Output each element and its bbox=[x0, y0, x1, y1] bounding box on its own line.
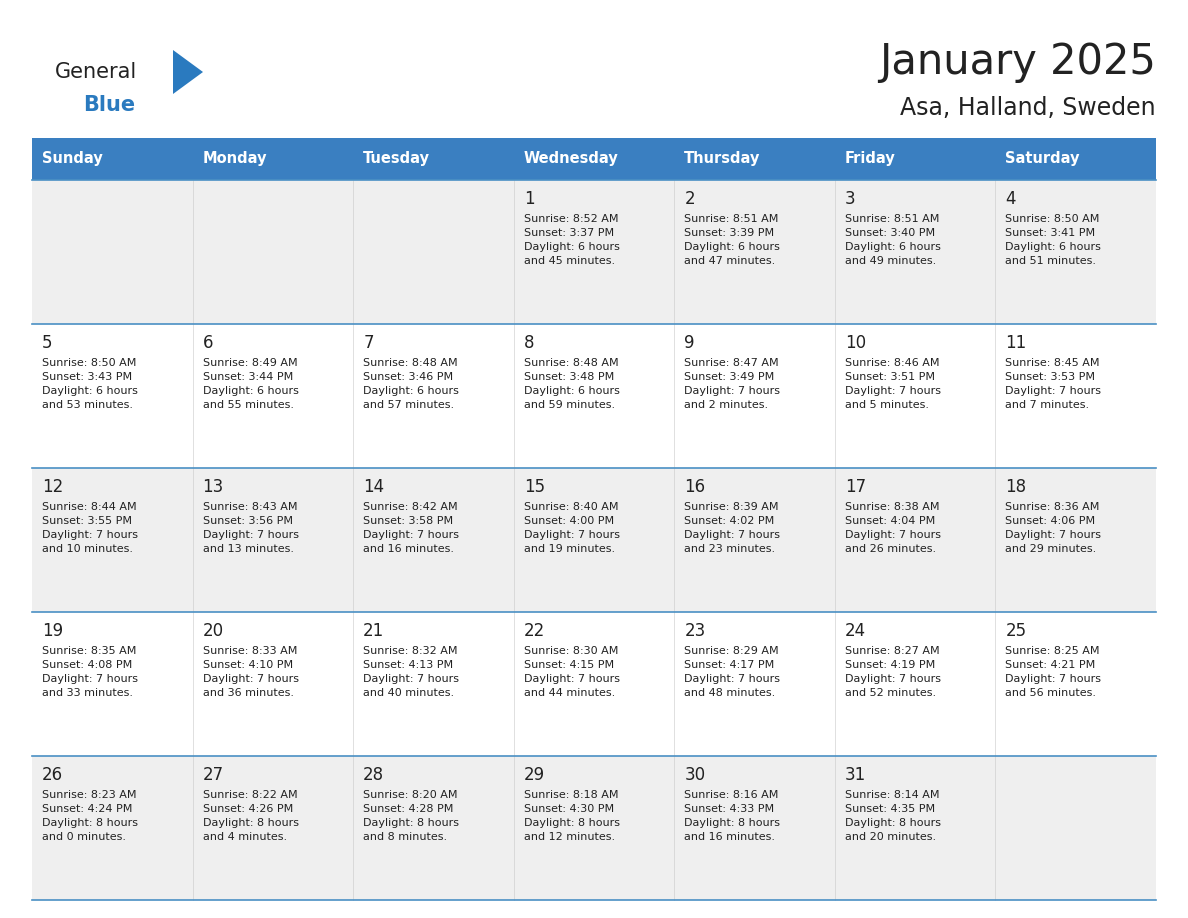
Text: Sunrise: 8:51 AM
Sunset: 3:40 PM
Daylight: 6 hours
and 49 minutes.: Sunrise: 8:51 AM Sunset: 3:40 PM Dayligh… bbox=[845, 214, 941, 266]
Text: 15: 15 bbox=[524, 478, 545, 496]
Text: Sunrise: 8:52 AM
Sunset: 3:37 PM
Daylight: 6 hours
and 45 minutes.: Sunrise: 8:52 AM Sunset: 3:37 PM Dayligh… bbox=[524, 214, 620, 266]
Text: 25: 25 bbox=[1005, 622, 1026, 640]
Text: Saturday: Saturday bbox=[1005, 151, 1080, 166]
Text: Sunrise: 8:25 AM
Sunset: 4:21 PM
Daylight: 7 hours
and 56 minutes.: Sunrise: 8:25 AM Sunset: 4:21 PM Dayligh… bbox=[1005, 646, 1101, 698]
Text: Sunrise: 8:30 AM
Sunset: 4:15 PM
Daylight: 7 hours
and 44 minutes.: Sunrise: 8:30 AM Sunset: 4:15 PM Dayligh… bbox=[524, 646, 620, 698]
Text: 13: 13 bbox=[203, 478, 223, 496]
Text: 3: 3 bbox=[845, 190, 855, 208]
Text: Sunrise: 8:18 AM
Sunset: 4:30 PM
Daylight: 8 hours
and 12 minutes.: Sunrise: 8:18 AM Sunset: 4:30 PM Dayligh… bbox=[524, 790, 620, 842]
Text: Thursday: Thursday bbox=[684, 151, 760, 166]
Text: 5: 5 bbox=[42, 334, 52, 352]
Text: 26: 26 bbox=[42, 766, 63, 784]
Text: Sunrise: 8:16 AM
Sunset: 4:33 PM
Daylight: 8 hours
and 16 minutes.: Sunrise: 8:16 AM Sunset: 4:33 PM Dayligh… bbox=[684, 790, 781, 842]
Text: 27: 27 bbox=[203, 766, 223, 784]
Text: 23: 23 bbox=[684, 622, 706, 640]
Text: 20: 20 bbox=[203, 622, 223, 640]
Text: 21: 21 bbox=[364, 622, 385, 640]
Text: Wednesday: Wednesday bbox=[524, 151, 619, 166]
Bar bbox=[835, 138, 996, 180]
Bar bbox=[675, 138, 835, 180]
Text: 29: 29 bbox=[524, 766, 545, 784]
Text: Sunrise: 8:20 AM
Sunset: 4:28 PM
Daylight: 8 hours
and 8 minutes.: Sunrise: 8:20 AM Sunset: 4:28 PM Dayligh… bbox=[364, 790, 459, 842]
Text: January 2025: January 2025 bbox=[879, 41, 1156, 83]
Text: Sunrise: 8:36 AM
Sunset: 4:06 PM
Daylight: 7 hours
and 29 minutes.: Sunrise: 8:36 AM Sunset: 4:06 PM Dayligh… bbox=[1005, 502, 1101, 554]
Text: 10: 10 bbox=[845, 334, 866, 352]
Text: Sunrise: 8:48 AM
Sunset: 3:48 PM
Daylight: 6 hours
and 59 minutes.: Sunrise: 8:48 AM Sunset: 3:48 PM Dayligh… bbox=[524, 358, 620, 410]
Text: Sunrise: 8:50 AM
Sunset: 3:43 PM
Daylight: 6 hours
and 53 minutes.: Sunrise: 8:50 AM Sunset: 3:43 PM Dayligh… bbox=[42, 358, 138, 410]
Text: Sunrise: 8:38 AM
Sunset: 4:04 PM
Daylight: 7 hours
and 26 minutes.: Sunrise: 8:38 AM Sunset: 4:04 PM Dayligh… bbox=[845, 502, 941, 554]
Text: 8: 8 bbox=[524, 334, 535, 352]
Text: Sunrise: 8:14 AM
Sunset: 4:35 PM
Daylight: 8 hours
and 20 minutes.: Sunrise: 8:14 AM Sunset: 4:35 PM Dayligh… bbox=[845, 790, 941, 842]
Text: Sunrise: 8:29 AM
Sunset: 4:17 PM
Daylight: 7 hours
and 48 minutes.: Sunrise: 8:29 AM Sunset: 4:17 PM Dayligh… bbox=[684, 646, 781, 698]
Text: Blue: Blue bbox=[83, 95, 135, 115]
Bar bbox=[353, 138, 513, 180]
Text: Sunrise: 8:47 AM
Sunset: 3:49 PM
Daylight: 7 hours
and 2 minutes.: Sunrise: 8:47 AM Sunset: 3:49 PM Dayligh… bbox=[684, 358, 781, 410]
Text: 28: 28 bbox=[364, 766, 384, 784]
Text: Sunrise: 8:23 AM
Sunset: 4:24 PM
Daylight: 8 hours
and 0 minutes.: Sunrise: 8:23 AM Sunset: 4:24 PM Dayligh… bbox=[42, 790, 138, 842]
Text: 11: 11 bbox=[1005, 334, 1026, 352]
Bar bbox=[513, 138, 675, 180]
Text: Friday: Friday bbox=[845, 151, 896, 166]
Text: Sunrise: 8:49 AM
Sunset: 3:44 PM
Daylight: 6 hours
and 55 minutes.: Sunrise: 8:49 AM Sunset: 3:44 PM Dayligh… bbox=[203, 358, 298, 410]
Text: 14: 14 bbox=[364, 478, 384, 496]
Text: 18: 18 bbox=[1005, 478, 1026, 496]
Text: 6: 6 bbox=[203, 334, 213, 352]
Text: Sunrise: 8:27 AM
Sunset: 4:19 PM
Daylight: 7 hours
and 52 minutes.: Sunrise: 8:27 AM Sunset: 4:19 PM Dayligh… bbox=[845, 646, 941, 698]
Text: 24: 24 bbox=[845, 622, 866, 640]
Text: 2: 2 bbox=[684, 190, 695, 208]
Text: Sunrise: 8:44 AM
Sunset: 3:55 PM
Daylight: 7 hours
and 10 minutes.: Sunrise: 8:44 AM Sunset: 3:55 PM Dayligh… bbox=[42, 502, 138, 554]
Text: Sunrise: 8:32 AM
Sunset: 4:13 PM
Daylight: 7 hours
and 40 minutes.: Sunrise: 8:32 AM Sunset: 4:13 PM Dayligh… bbox=[364, 646, 459, 698]
Bar bbox=[32, 180, 1156, 324]
Polygon shape bbox=[173, 50, 203, 94]
Text: 22: 22 bbox=[524, 622, 545, 640]
Text: Sunrise: 8:35 AM
Sunset: 4:08 PM
Daylight: 7 hours
and 33 minutes.: Sunrise: 8:35 AM Sunset: 4:08 PM Dayligh… bbox=[42, 646, 138, 698]
Text: 12: 12 bbox=[42, 478, 63, 496]
Text: Sunrise: 8:40 AM
Sunset: 4:00 PM
Daylight: 7 hours
and 19 minutes.: Sunrise: 8:40 AM Sunset: 4:00 PM Dayligh… bbox=[524, 502, 620, 554]
Bar bbox=[996, 138, 1156, 180]
Text: Sunrise: 8:51 AM
Sunset: 3:39 PM
Daylight: 6 hours
and 47 minutes.: Sunrise: 8:51 AM Sunset: 3:39 PM Dayligh… bbox=[684, 214, 781, 266]
Text: Sunrise: 8:48 AM
Sunset: 3:46 PM
Daylight: 6 hours
and 57 minutes.: Sunrise: 8:48 AM Sunset: 3:46 PM Dayligh… bbox=[364, 358, 459, 410]
Text: 17: 17 bbox=[845, 478, 866, 496]
Text: 4: 4 bbox=[1005, 190, 1016, 208]
Text: Sunrise: 8:46 AM
Sunset: 3:51 PM
Daylight: 7 hours
and 5 minutes.: Sunrise: 8:46 AM Sunset: 3:51 PM Dayligh… bbox=[845, 358, 941, 410]
Text: 31: 31 bbox=[845, 766, 866, 784]
Text: Sunrise: 8:50 AM
Sunset: 3:41 PM
Daylight: 6 hours
and 51 minutes.: Sunrise: 8:50 AM Sunset: 3:41 PM Dayligh… bbox=[1005, 214, 1101, 266]
Text: Asa, Halland, Sweden: Asa, Halland, Sweden bbox=[901, 96, 1156, 120]
Text: 19: 19 bbox=[42, 622, 63, 640]
Text: Sunrise: 8:43 AM
Sunset: 3:56 PM
Daylight: 7 hours
and 13 minutes.: Sunrise: 8:43 AM Sunset: 3:56 PM Dayligh… bbox=[203, 502, 298, 554]
Text: 30: 30 bbox=[684, 766, 706, 784]
Bar bbox=[32, 756, 1156, 900]
Bar bbox=[32, 324, 1156, 468]
Text: Sunrise: 8:45 AM
Sunset: 3:53 PM
Daylight: 7 hours
and 7 minutes.: Sunrise: 8:45 AM Sunset: 3:53 PM Dayligh… bbox=[1005, 358, 1101, 410]
Text: 9: 9 bbox=[684, 334, 695, 352]
Bar bbox=[32, 612, 1156, 756]
Bar bbox=[32, 468, 1156, 612]
Text: 1: 1 bbox=[524, 190, 535, 208]
Text: General: General bbox=[55, 62, 138, 82]
Text: 16: 16 bbox=[684, 478, 706, 496]
Bar bbox=[32, 138, 192, 180]
Text: Sunday: Sunday bbox=[42, 151, 102, 166]
Text: Sunrise: 8:22 AM
Sunset: 4:26 PM
Daylight: 8 hours
and 4 minutes.: Sunrise: 8:22 AM Sunset: 4:26 PM Dayligh… bbox=[203, 790, 298, 842]
Text: Tuesday: Tuesday bbox=[364, 151, 430, 166]
Text: Monday: Monday bbox=[203, 151, 267, 166]
Text: Sunrise: 8:39 AM
Sunset: 4:02 PM
Daylight: 7 hours
and 23 minutes.: Sunrise: 8:39 AM Sunset: 4:02 PM Dayligh… bbox=[684, 502, 781, 554]
Text: 7: 7 bbox=[364, 334, 374, 352]
Text: Sunrise: 8:42 AM
Sunset: 3:58 PM
Daylight: 7 hours
and 16 minutes.: Sunrise: 8:42 AM Sunset: 3:58 PM Dayligh… bbox=[364, 502, 459, 554]
Bar bbox=[192, 138, 353, 180]
Text: Sunrise: 8:33 AM
Sunset: 4:10 PM
Daylight: 7 hours
and 36 minutes.: Sunrise: 8:33 AM Sunset: 4:10 PM Dayligh… bbox=[203, 646, 298, 698]
